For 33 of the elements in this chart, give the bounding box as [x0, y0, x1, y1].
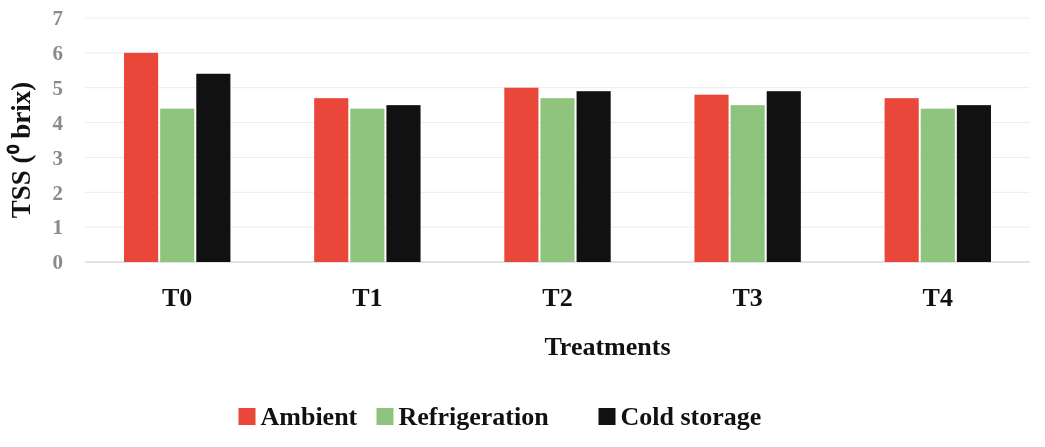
- y-tick-label: 2: [52, 180, 63, 205]
- y-tick-label: 7: [52, 6, 63, 31]
- y-tick-label: 0: [52, 250, 63, 275]
- y-tick-label: 1: [52, 215, 63, 240]
- x-tick-label: T0: [162, 283, 193, 312]
- bar: [540, 98, 575, 262]
- bar: [386, 105, 421, 262]
- y-tick-label: 5: [52, 76, 63, 101]
- bar: [196, 73, 231, 262]
- x-tick-label: T1: [352, 283, 383, 312]
- legend-label: Cold storage: [620, 402, 762, 431]
- bar: [920, 108, 955, 262]
- bar: [576, 91, 611, 262]
- y-tick-label: 4: [52, 110, 64, 135]
- x-tick-label: T4: [922, 283, 953, 312]
- bar: [504, 87, 539, 262]
- bar: [956, 105, 991, 262]
- x-tick-label: T3: [732, 283, 763, 312]
- bar: [730, 105, 765, 262]
- bar: [350, 108, 385, 262]
- y-tick-label: 6: [52, 41, 63, 66]
- legend-label: Refrigeration: [398, 402, 550, 431]
- bar: [314, 98, 349, 262]
- bar: [766, 91, 801, 262]
- y-tick-label: 3: [52, 145, 63, 170]
- bar: [884, 98, 919, 262]
- legend-label: Ambient: [260, 402, 358, 431]
- x-tick-label: T2: [542, 283, 573, 312]
- bar: [694, 94, 729, 262]
- y-axis-title: TSS (⁰ brix): [6, 81, 36, 219]
- bar: [160, 108, 195, 262]
- bar: [124, 52, 159, 262]
- x-axis-title: Treatments: [544, 332, 671, 361]
